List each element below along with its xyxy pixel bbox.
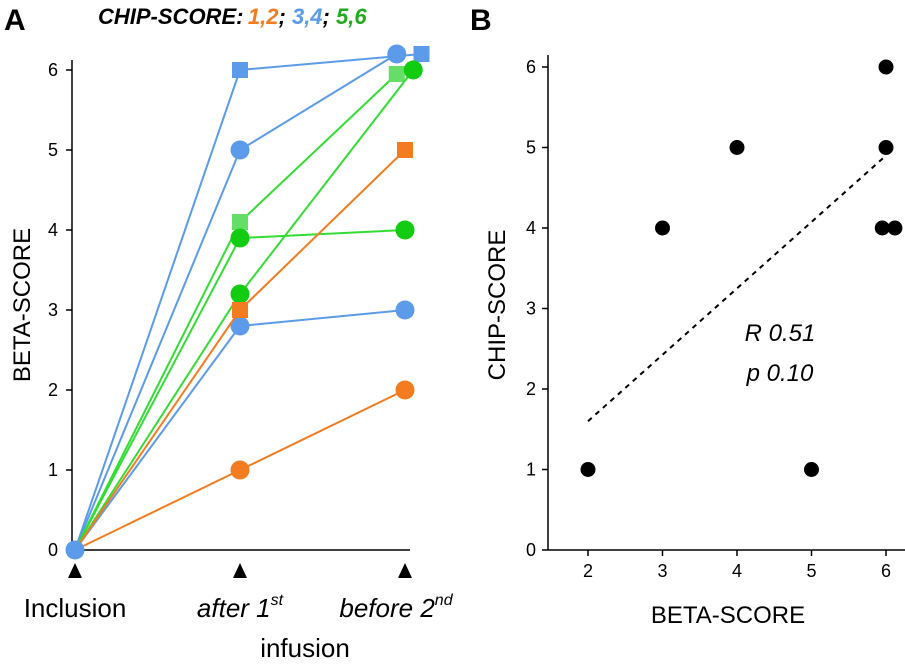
- category-triangle-marker: [398, 563, 412, 578]
- x-category-infusion: infusion: [260, 633, 350, 663]
- data-point-circle: [230, 228, 250, 248]
- x-category-before-2nd: before 2nd: [339, 592, 453, 623]
- legend-separator: ;: [279, 4, 292, 29]
- data-point-square: [397, 142, 413, 158]
- legend-prefix: CHIP-SCORE:: [98, 4, 243, 29]
- x-category-inclusion-text: Inclusion: [24, 593, 127, 623]
- x-tick-label: 6: [881, 561, 891, 581]
- data-point-circle: [230, 140, 250, 160]
- y-tick-label: 5: [526, 138, 536, 158]
- x-category-before-text: before 2: [339, 593, 435, 623]
- y-tick-label: 3: [48, 300, 58, 320]
- data-point-circle: [395, 380, 415, 400]
- y-tick-label: 5: [48, 140, 58, 160]
- x-category-after-sup: st: [271, 592, 284, 609]
- x-category-after-1st: after 1st: [197, 592, 284, 623]
- data-point-inclusion: [65, 540, 85, 560]
- panel-a-letter: A: [4, 4, 26, 37]
- x-category-before-sup: nd: [435, 592, 454, 609]
- data-point-circle: [230, 460, 250, 480]
- scatter-point: [655, 220, 670, 236]
- series-line: [74, 229, 406, 551]
- y-tick-label: 4: [48, 220, 58, 240]
- x-category-after-text: after 1: [197, 593, 271, 623]
- chart-b-x-axis-title: BETA-SCORE: [651, 602, 805, 629]
- x-tick-label: 3: [657, 561, 667, 581]
- series-green-circle-b: [74, 60, 423, 551]
- series-green-circle-a: [74, 220, 415, 551]
- annotation-r: R 0.51: [745, 320, 816, 347]
- scatter-point: [878, 140, 894, 155]
- y-tick-label: 1: [48, 460, 58, 480]
- data-point-circle: [230, 316, 250, 336]
- series-line: [74, 149, 406, 551]
- data-point-square: [232, 214, 248, 230]
- data-point-circle: [230, 284, 250, 304]
- panel-b: B 0 1 2 3 4 5 6 2 3 4 5 6 CHIP-SCORE BETA-SCORE R …: [470, 4, 905, 629]
- data-point-circle: [395, 220, 415, 240]
- chart-a-category-markers: [68, 563, 412, 578]
- scatter-point: [887, 220, 903, 236]
- x-category-inclusion: Inclusion: [24, 593, 127, 623]
- scatter-point: [874, 220, 890, 236]
- chart-b-points: [580, 59, 903, 477]
- x-tick-label: 4: [732, 561, 742, 581]
- chart-b-y-axis-title: CHIP-SCORE: [484, 230, 511, 381]
- data-point-circle: [403, 60, 423, 80]
- x-tick-label: 2: [583, 561, 593, 581]
- y-tick-label: 6: [48, 60, 58, 80]
- y-tick-label: 1: [526, 460, 536, 480]
- data-point-square: [232, 302, 248, 318]
- y-tick-label: 4: [526, 218, 536, 238]
- panel-a: A CHIP-SCORE: 1,2; 3,4; 5,6 0 1 2 3 4 5 6 BETA…: [4, 4, 454, 663]
- y-tick-label: 6: [526, 57, 536, 77]
- scatter-point: [729, 140, 745, 155]
- category-triangle-marker: [233, 563, 247, 578]
- chart-b-x-ticks: 2 3 4 5 6: [583, 550, 891, 581]
- y-tick-label: 0: [48, 540, 58, 560]
- data-point-square: [232, 62, 248, 78]
- chart-a-y-axis-title: BETA-SCORE: [9, 228, 36, 382]
- y-tick-label: 0: [526, 540, 536, 560]
- chart-a-series: [65, 44, 430, 560]
- chart-a-legend: CHIP-SCORE: 1,2; 3,4; 5,6: [98, 4, 367, 29]
- y-tick-label: 3: [526, 299, 536, 319]
- y-tick-label: 2: [526, 379, 536, 399]
- y-tick-label: 2: [48, 380, 58, 400]
- category-triangle-marker: [68, 563, 82, 578]
- legend-entry-3-4: 3,4: [292, 4, 323, 29]
- series-orange-square: [74, 142, 413, 551]
- annotation-p: p 0.10: [746, 360, 814, 387]
- data-point-circle: [395, 300, 415, 320]
- panel-b-letter: B: [470, 4, 492, 37]
- legend-entry-1-2: 1,2: [248, 4, 279, 29]
- data-point-circle: [387, 44, 407, 64]
- scatter-point: [804, 462, 819, 477]
- series-orange-circle: [74, 380, 415, 551]
- x-tick-label: 5: [806, 561, 816, 581]
- data-point-square: [388, 66, 405, 82]
- chart-b-y-ticks: 0 1 2 3 4 5 6: [526, 57, 548, 560]
- chart-a-y-ticks: 0 1 2 3 4 5 6: [48, 60, 72, 560]
- legend-entry-5-6: 5,6: [336, 4, 367, 29]
- scatter-point: [580, 462, 596, 477]
- series-blue-circle-high: [74, 44, 407, 551]
- scatter-point: [878, 59, 894, 75]
- series-blue-circle-low: [74, 300, 415, 551]
- data-point-square: [413, 46, 430, 62]
- legend-separator: ;: [323, 4, 336, 29]
- chart-b-trendline: [587, 154, 887, 422]
- series-blue-square-high: [74, 46, 430, 551]
- series-green-square: [74, 66, 405, 551]
